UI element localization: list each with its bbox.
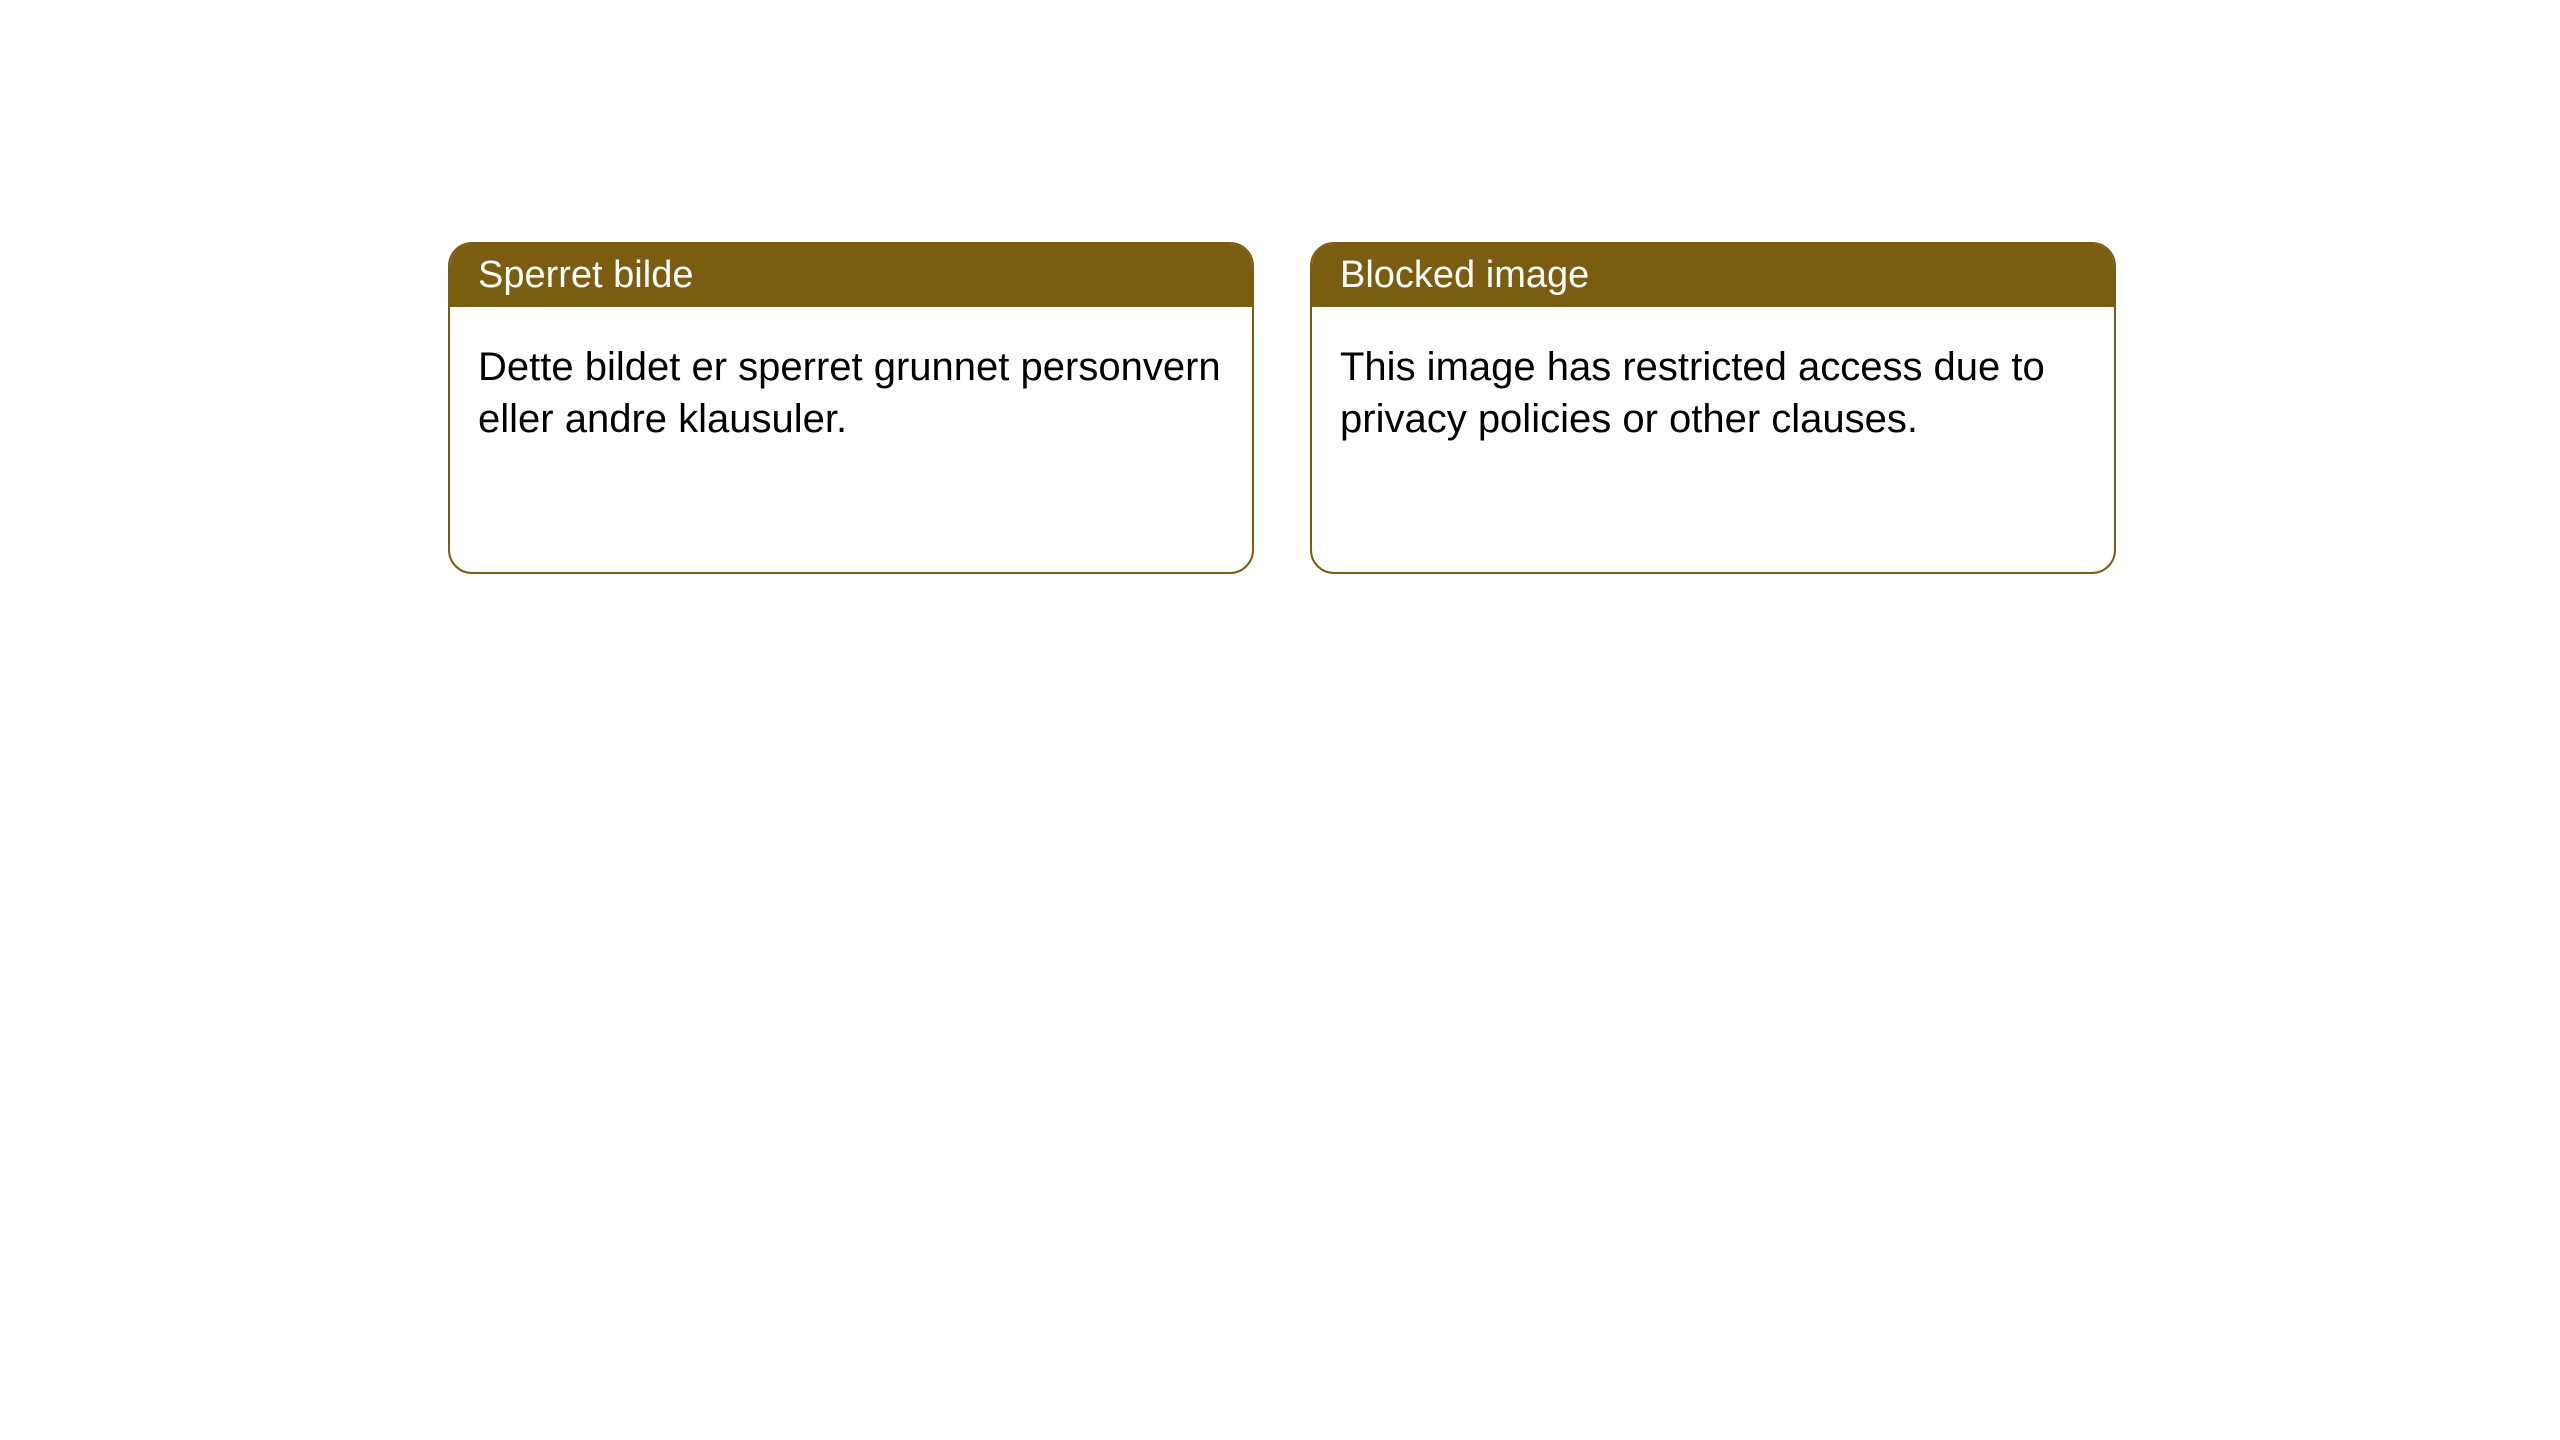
notice-card-norwegian: Sperret bilde Dette bildet er sperret gr…	[448, 242, 1254, 574]
notice-card-english: Blocked image This image has restricted …	[1310, 242, 2116, 574]
notice-body-norwegian: Dette bildet er sperret grunnet personve…	[450, 307, 1252, 572]
notice-header-norwegian: Sperret bilde	[450, 244, 1252, 307]
notice-container: Sperret bilde Dette bildet er sperret gr…	[448, 242, 2116, 574]
notice-body-english: This image has restricted access due to …	[1312, 307, 2114, 572]
notice-header-english: Blocked image	[1312, 244, 2114, 307]
